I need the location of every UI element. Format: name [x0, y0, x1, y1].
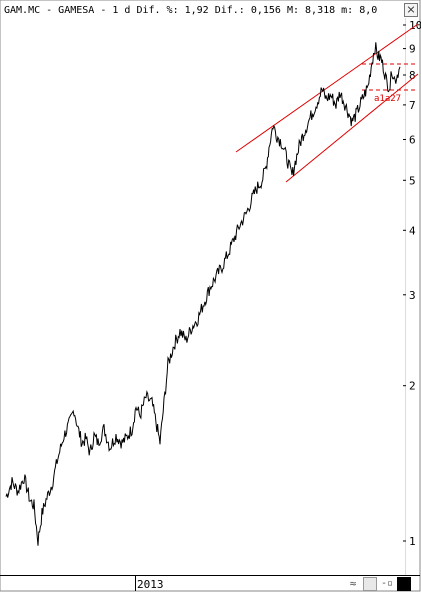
chart-header: GAM.MC - GAMESA - 1 d Dif. %: 1,92 Dif.:…: [4, 5, 377, 16]
y-tick-label: 7: [409, 99, 416, 112]
channel-upper-line: [235, 23, 419, 153]
price-series-line: [5, 42, 401, 546]
x-tick-label: 2013: [137, 578, 164, 591]
y-tick-label: 6: [409, 134, 416, 147]
save-icon[interactable]: [363, 577, 377, 591]
chart-annotation: a1a27: [374, 94, 401, 104]
zoom-icon[interactable]: -▫: [380, 578, 394, 589]
y-tick-label: 8: [409, 69, 416, 82]
x-axis-labels: 2013: [135, 575, 164, 591]
y-tick-label: 2: [409, 380, 416, 393]
channel-lower-line: [285, 73, 419, 183]
y-tick-label: 3: [409, 289, 416, 302]
chart-toolbar: ≈ -▫: [346, 577, 411, 591]
close-icon[interactable]: [404, 3, 418, 17]
y-tick-label: 5: [409, 174, 416, 187]
wave-icon[interactable]: ≈: [349, 577, 357, 590]
y-tick-label: 1: [409, 535, 416, 548]
color-swatch-icon[interactable]: [397, 577, 411, 591]
y-tick-label: 9: [409, 43, 416, 56]
y-tick-label: 4: [409, 224, 416, 237]
